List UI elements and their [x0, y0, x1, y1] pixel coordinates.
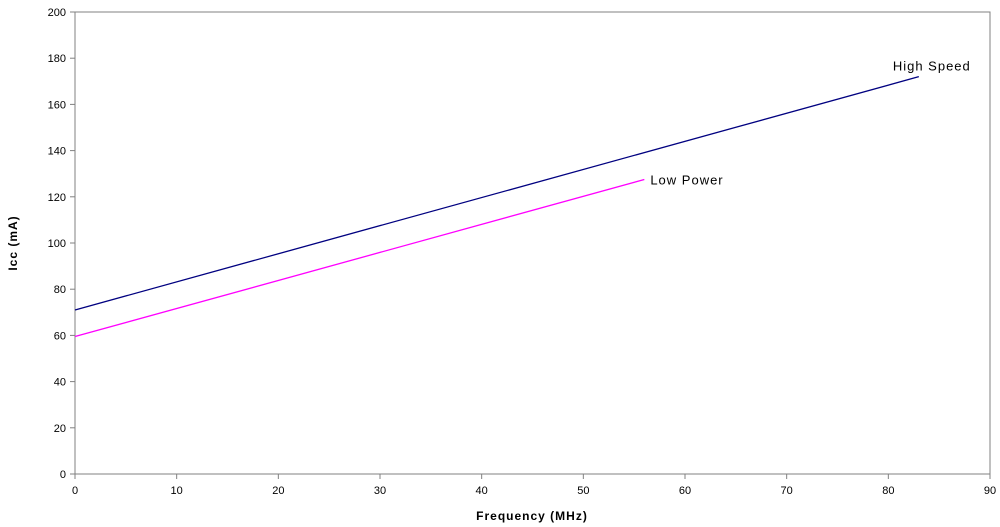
y-tick-label: 40 [54, 377, 66, 389]
y-tick-label: 140 [48, 146, 66, 158]
y-tick-label: 120 [48, 192, 66, 204]
x-tick-label: 0 [72, 485, 78, 497]
x-tick-label: 40 [476, 485, 488, 497]
x-axis: 0 10 20 30 40 50 60 70 80 90 [72, 474, 996, 497]
series-label-0: High Speed [893, 59, 971, 74]
y-tick-label: 80 [54, 284, 66, 296]
x-axis-title: Frequency (MHz) [476, 509, 588, 523]
y-tick-label: 200 [48, 7, 66, 19]
series-layer: High Speed Low Power [74, 59, 971, 338]
y-axis: 0 20 40 60 80 100 120 140 160 180 200 [48, 7, 75, 481]
plot-area [74, 11, 991, 475]
y-tick-label: 0 [60, 469, 66, 481]
series-label-1: Low Power [650, 172, 723, 187]
x-tick-label: 30 [374, 485, 386, 497]
series-line-0 [74, 76, 920, 311]
y-tick-label: 60 [54, 330, 66, 342]
x-tick-label: 10 [171, 485, 183, 497]
y-tick-label: 160 [48, 99, 66, 111]
y-tick-label: 20 [54, 423, 66, 435]
series-line-1 [74, 178, 645, 338]
x-tick-label: 60 [679, 485, 691, 497]
y-axis-title: Icc (mA) [6, 215, 20, 270]
x-tick-label: 70 [781, 485, 793, 497]
x-tick-label: 20 [272, 485, 284, 497]
y-tick-label: 180 [48, 53, 66, 65]
x-tick-label: 50 [577, 485, 589, 497]
x-tick-label: 80 [882, 485, 894, 497]
x-tick-label: 90 [984, 485, 996, 497]
y-tick-label: 100 [48, 238, 66, 250]
